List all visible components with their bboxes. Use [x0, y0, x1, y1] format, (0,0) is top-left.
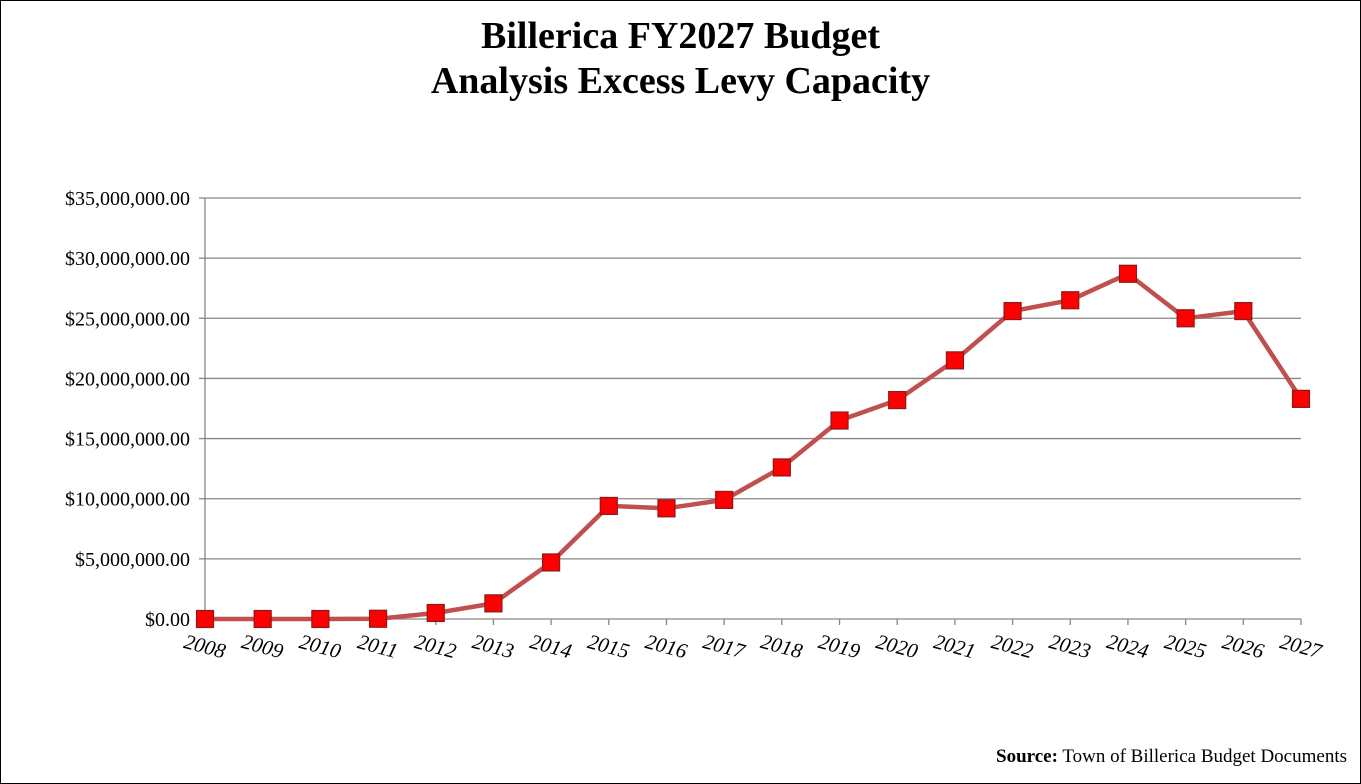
x-tick-label: 2021	[931, 629, 978, 663]
x-axis-tick-labels: 2008 2009 2010 2011 2012 2013 2014 2015 2016 2017…	[181, 629, 1325, 663]
data-point-marker	[368, 609, 388, 628]
x-tick-label: 2024	[1104, 629, 1151, 663]
data-point-marker	[945, 351, 964, 370]
data-point-marker	[657, 499, 676, 518]
x-tick-label: 2019	[816, 629, 863, 663]
y-tick-label: $5,000,000.00	[75, 549, 190, 571]
chart-title-line-1: Billerica FY2027 Budget	[481, 15, 880, 57]
data-point-marker	[1003, 301, 1022, 321]
data-point-marker	[1234, 301, 1253, 321]
source-label: Source:	[996, 746, 1058, 767]
y-tick-label: $20,000,000.00	[65, 368, 190, 390]
x-tick-label: 2011	[355, 629, 400, 663]
x-tick-label: 2010	[297, 629, 344, 663]
x-tick-label: 2009	[239, 629, 286, 663]
x-tick-label: 2008	[181, 629, 228, 663]
data-point-marker	[888, 390, 907, 410]
x-tick-label: 2014	[528, 629, 575, 663]
source-note: Source: Town of Billerica Budget Documen…	[996, 746, 1347, 768]
x-tick-label: 2026	[1220, 629, 1267, 663]
data-point-marker	[542, 553, 561, 572]
data-point-marker	[830, 411, 849, 430]
y-tick-label: $0.00	[145, 609, 190, 631]
gridlines	[205, 197, 1301, 560]
series-line	[202, 271, 1304, 622]
chart-title: Billerica FY2027 Budget Analysis Excess …	[0, 14, 1361, 104]
x-tick-label: 2025	[1162, 629, 1209, 663]
y-tick-label: $10,000,000.00	[65, 489, 190, 511]
x-tick-label: 2027	[1277, 629, 1325, 663]
x-tick-label: 2023	[1047, 629, 1094, 663]
data-point-marker	[253, 609, 272, 629]
data-point-marker	[311, 609, 330, 629]
y-tick-label: $30,000,000.00	[65, 248, 190, 270]
data-point-marker	[1061, 291, 1080, 310]
data-point-marker	[772, 458, 791, 477]
x-tick-label: 2018	[758, 629, 805, 663]
data-point-marker	[426, 603, 445, 623]
y-axis-tick-labels: $0.00 $5,000,000.00 $10,000,000.00 $15,000,…	[65, 188, 190, 631]
y-tick-label: $35,000,000.00	[65, 188, 190, 210]
x-tick-label: 2017	[701, 629, 749, 663]
data-point-marker	[195, 609, 215, 629]
x-tick-label: 2015	[585, 629, 632, 663]
data-point-marker	[1176, 309, 1195, 328]
data-point-marker	[599, 496, 618, 516]
y-tick-label: $15,000,000.00	[65, 429, 190, 451]
x-tick-label: 2016	[643, 629, 690, 663]
chart-title-line-2: Analysis Excess Levy Capacity	[430, 60, 931, 102]
x-tick-label: 2020	[874, 629, 921, 663]
data-point-marker	[484, 594, 503, 613]
x-tick-label: 2022	[989, 629, 1036, 663]
series-group	[195, 264, 1311, 629]
data-point-marker	[1118, 264, 1138, 283]
x-tick-label: 2013	[470, 629, 517, 663]
axes	[199, 197, 1302, 625]
x-tick-label: 2012	[412, 629, 459, 663]
source-text: Town of Billerica Budget Documents	[1057, 746, 1347, 767]
data-point-marker	[715, 490, 734, 510]
data-point-marker	[1291, 389, 1311, 408]
y-tick-label: $25,000,000.00	[65, 308, 190, 330]
